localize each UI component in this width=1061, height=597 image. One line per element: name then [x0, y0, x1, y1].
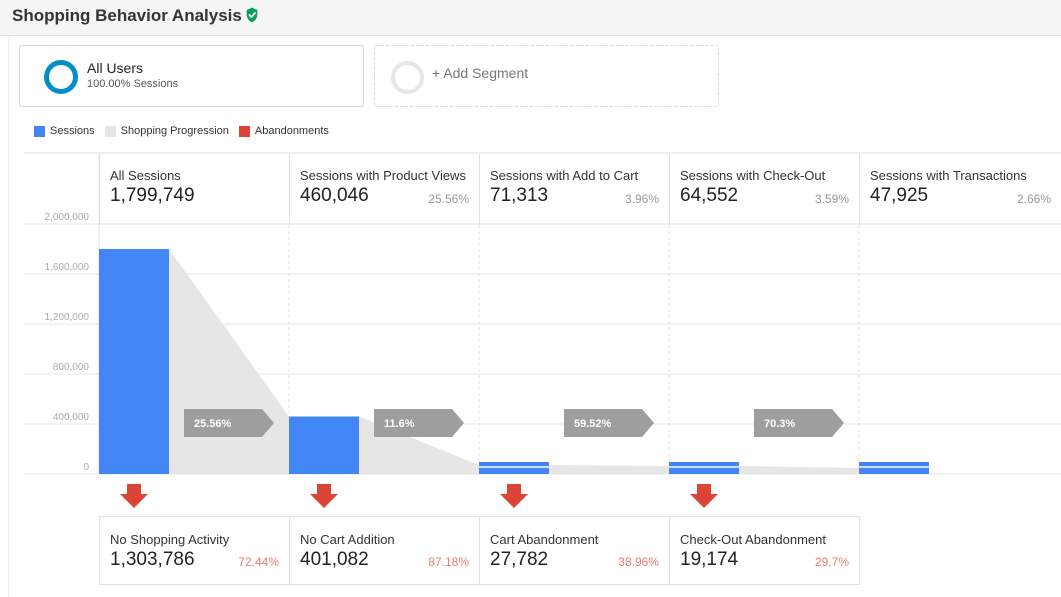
progression-label: 70.3%: [764, 418, 795, 430]
y-tick-label: 0: [83, 462, 89, 473]
progression-label: 59.52%: [574, 418, 612, 430]
stage-header: Sessions with Product Views 460,046 25.56%: [289, 153, 479, 225]
stage-name: Sessions with Add to Cart: [490, 168, 639, 183]
y-tick-label: 1,600,000: [45, 262, 90, 273]
stage-header: Sessions with Transactions 47,925 2.66%: [859, 153, 1061, 225]
abandonment-box: No Shopping Activity 1,303,786 72.44%: [99, 516, 290, 585]
legend-label: Abandonments: [254, 125, 329, 137]
stage-name: Sessions with Check-Out: [680, 168, 826, 183]
progression-area: [739, 465, 859, 474]
segment-ring-icon: [44, 60, 78, 94]
abandon-arrow-icon: [120, 484, 148, 508]
legend-abandonments: Abandonments: [238, 125, 329, 137]
abandonment-name: No Shopping Activity: [110, 532, 230, 547]
abandonment-name: Check-Out Abandonment: [680, 532, 826, 547]
abandonment-value: 27,782: [490, 549, 549, 570]
legend-swatch: [34, 125, 45, 137]
abandonment-box: Cart Abandonment 27,782 38.96%: [479, 516, 670, 585]
stage-value: 460,046: [300, 185, 369, 206]
progression-area: [549, 465, 669, 474]
progression-chevron: [374, 409, 464, 437]
progression-label: 25.56%: [194, 418, 232, 430]
add-segment-label: + Add Segment: [432, 65, 529, 81]
stage-value: 71,313: [490, 185, 549, 206]
segment-placeholder-icon: [391, 61, 424, 94]
progression-label: 11.6%: [384, 418, 415, 430]
progression-chevron: [754, 409, 844, 437]
page-title: Shopping Behavior Analysis: [12, 6, 242, 25]
abandonment-name: Cart Abandonment: [490, 532, 599, 547]
abandon-arrow-icon: [310, 484, 338, 508]
segment-name: All Users: [87, 60, 144, 76]
session-bar: [99, 249, 169, 474]
report-area: [8, 36, 1061, 597]
segment-all-users[interactable]: All Users 100.00% Sessions: [19, 45, 364, 107]
stage-value: 1,799,749: [110, 185, 195, 206]
stage-percent: 25.56%: [428, 192, 469, 206]
legend-label: Shopping Progression: [120, 125, 229, 137]
session-bar: [859, 462, 929, 474]
abandon-arrow-icon: [690, 484, 718, 508]
session-bar: [479, 462, 549, 474]
y-tick-label: 800,000: [53, 362, 90, 373]
chart-legend: Sessions Shopping Progression Abandonmen…: [34, 124, 339, 138]
progression-area: [169, 249, 289, 474]
abandon-arrow-icon: [500, 484, 528, 508]
y-tick-label: 400,000: [53, 412, 90, 423]
segment-sessions: 100.00% Sessions: [87, 78, 179, 90]
abandonment-percent: 38.96%: [618, 555, 659, 569]
legend-progression: Shopping Progression: [104, 125, 229, 137]
stage-header: Sessions with Check-Out 64,552 3.59%: [669, 153, 859, 225]
session-bar: [289, 416, 359, 474]
abandonment-value: 19,174: [680, 549, 739, 570]
session-bar: [669, 462, 739, 474]
legend-label: Sessions: [50, 125, 95, 137]
stage-percent: 2.66%: [1016, 192, 1051, 206]
stage-value: 64,552: [680, 185, 739, 206]
progression-chevron: [564, 409, 654, 437]
legend-swatch: [104, 125, 116, 137]
abandonment-value: 401,082: [300, 549, 369, 570]
stage-name: Sessions with Transactions: [870, 168, 1027, 183]
page-header: Shopping Behavior Analysis: [0, 0, 1061, 36]
stage-percent: 3.96%: [624, 192, 659, 206]
abandonment-name: No Cart Addition: [300, 532, 395, 547]
y-tick-label: 2,000,000: [45, 212, 90, 223]
stage-header: Sessions with Add to Cart 71,313 3.96%: [479, 153, 669, 225]
check-shield-icon: [246, 7, 258, 23]
stage-header: All Sessions 1,799,749: [99, 153, 289, 225]
abandonment-percent: 72.44%: [238, 555, 279, 569]
abandonment-percent: 29.7%: [814, 555, 849, 569]
y-tick-label: 1,200,000: [45, 312, 90, 323]
progression-chevron: [184, 409, 274, 437]
abandonment-box: No Cart Addition 401,082 87.18%: [289, 516, 480, 585]
stage-name: All Sessions: [110, 168, 181, 183]
legend-sessions: Sessions: [34, 125, 95, 137]
abandonment-percent: 87.18%: [428, 555, 469, 569]
legend-swatch: [238, 125, 250, 137]
abandonment-value: 1,303,786: [110, 549, 195, 570]
abandonment-box: Check-Out Abandonment 19,174 29.7%: [669, 516, 860, 585]
add-segment-button[interactable]: + Add Segment: [374, 45, 719, 107]
stage-percent: 3.59%: [814, 192, 849, 206]
stage-name: Sessions with Product Views: [300, 168, 466, 183]
stage-value: 47,925: [870, 185, 929, 206]
